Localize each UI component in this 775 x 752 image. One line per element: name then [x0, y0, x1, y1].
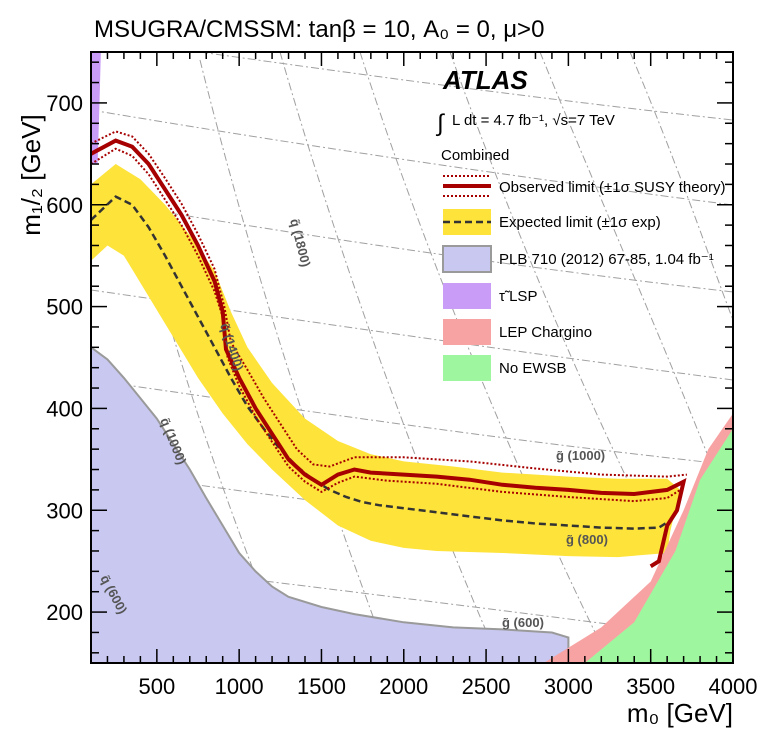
experiment-label: ATLAS	[442, 65, 528, 95]
y-tick-label-400: 400	[46, 396, 83, 421]
legend-plb: PLB 710 (2012) 67-85, 1.04 fb⁻¹	[442, 245, 714, 273]
squark-contour-1800	[279, 52, 501, 663]
observed-plus-sigma-line	[91, 130, 688, 478]
axis-tick-labels: 500 1000 1500 2000 2500 3000 3500 4000 200 300 400…	[46, 91, 757, 699]
squark-contour-2200	[359, 52, 611, 663]
observed-limit-line	[91, 138, 687, 568]
x-tick-label-500: 500	[138, 674, 175, 699]
legend-stau-swatch	[443, 283, 491, 309]
gluino-contour-1600	[91, 109, 733, 206]
x-tick-label-2500: 2500	[462, 674, 511, 699]
y-tick-label-700: 700	[46, 91, 83, 116]
x-axis-label: m₀ [GeV]	[627, 698, 733, 728]
y-axis-label: m₁/₂ [GeV]	[16, 114, 46, 235]
legend-stau: τ̃ LSP	[443, 283, 537, 309]
legend-expected: Expected limit (±1σ exp)	[443, 209, 661, 235]
squark-contour-3000	[539, 52, 733, 521]
legend-noewsb: No EWSB	[443, 355, 567, 381]
axis-ticks	[91, 52, 734, 663]
x-tick-label-2000: 2000	[379, 674, 428, 699]
x-tick-label-4000: 4000	[709, 674, 758, 699]
x-tick-label-3500: 3500	[626, 674, 675, 699]
observed-minus-sigma-line	[91, 147, 681, 503]
legend-header: Combined	[441, 147, 509, 164]
integral-sign: ∫	[435, 110, 445, 137]
legend-plb-swatch	[442, 245, 492, 273]
legend-stau-label: τ̃ LSP	[499, 288, 537, 305]
squark-contour-1400	[199, 59, 391, 663]
plb-excluded-area	[91, 346, 570, 663]
legend-noewsb-swatch	[443, 355, 491, 381]
gluino-contour-1400	[91, 199, 733, 293]
legend-noewsb-label: No EWSB	[499, 360, 567, 377]
no-ewsb-area	[584, 428, 733, 663]
y-tick-label-300: 300	[46, 498, 83, 523]
expected-limit-line	[91, 195, 672, 530]
legend-lep-swatch	[443, 319, 491, 345]
contour-label-gluino-600: g̃ (600)	[502, 615, 544, 630]
legend-expected-label: Expected limit (±1σ exp)	[499, 214, 661, 231]
x-tick-label-3000: 3000	[544, 674, 593, 699]
x-tick-label-1000: 1000	[215, 674, 264, 699]
y-tick-label-600: 600	[46, 193, 83, 218]
legend-lep: LEP Chargino	[443, 319, 592, 345]
stau-lsp-area	[91, 52, 101, 164]
gluino-contour-1800	[199, 52, 733, 121]
chart-title: MSUGRA/CMSSM: tanβ = 10, A₀ = 0, μ>0	[94, 16, 544, 43]
expected-band	[91, 164, 681, 558]
squark-contour-3400	[629, 52, 733, 321]
gluino-contour-1200	[91, 289, 733, 381]
gluino-contour-1000	[91, 379, 733, 466]
plot-frame	[90, 51, 734, 664]
legend-lep-label: LEP Chargino	[499, 324, 592, 341]
lumi-label: L dt = 4.7 fb⁻¹, √s=7 TeV	[452, 112, 615, 129]
contour-label-gluino-800: g̃ (800)	[566, 532, 608, 547]
legend-observed-label: Observed limit (±1σ SUSY theory)	[499, 179, 725, 196]
contour-label-gluino-1000: g̃ (1000)	[556, 448, 605, 463]
contour-label-squark-1800: q̃ (1800)	[287, 217, 313, 268]
legend-plb-label: PLB 710 (2012) 67-85, 1.04 fb⁻¹	[499, 251, 714, 268]
legend-observed: Observed limit (±1σ SUSY theory)	[443, 175, 725, 197]
legend: ATLAS ∫ L dt = 4.7 fb⁻¹, √s=7 TeV Combin…	[435, 65, 725, 381]
y-tick-label-500: 500	[46, 295, 83, 320]
y-tick-label-200: 200	[46, 600, 83, 625]
x-tick-label-1500: 1500	[297, 674, 346, 699]
plot-area: q̃ (1800) q̃ (1400) q̃ (1000) q̃ (600) g…	[91, 52, 733, 663]
